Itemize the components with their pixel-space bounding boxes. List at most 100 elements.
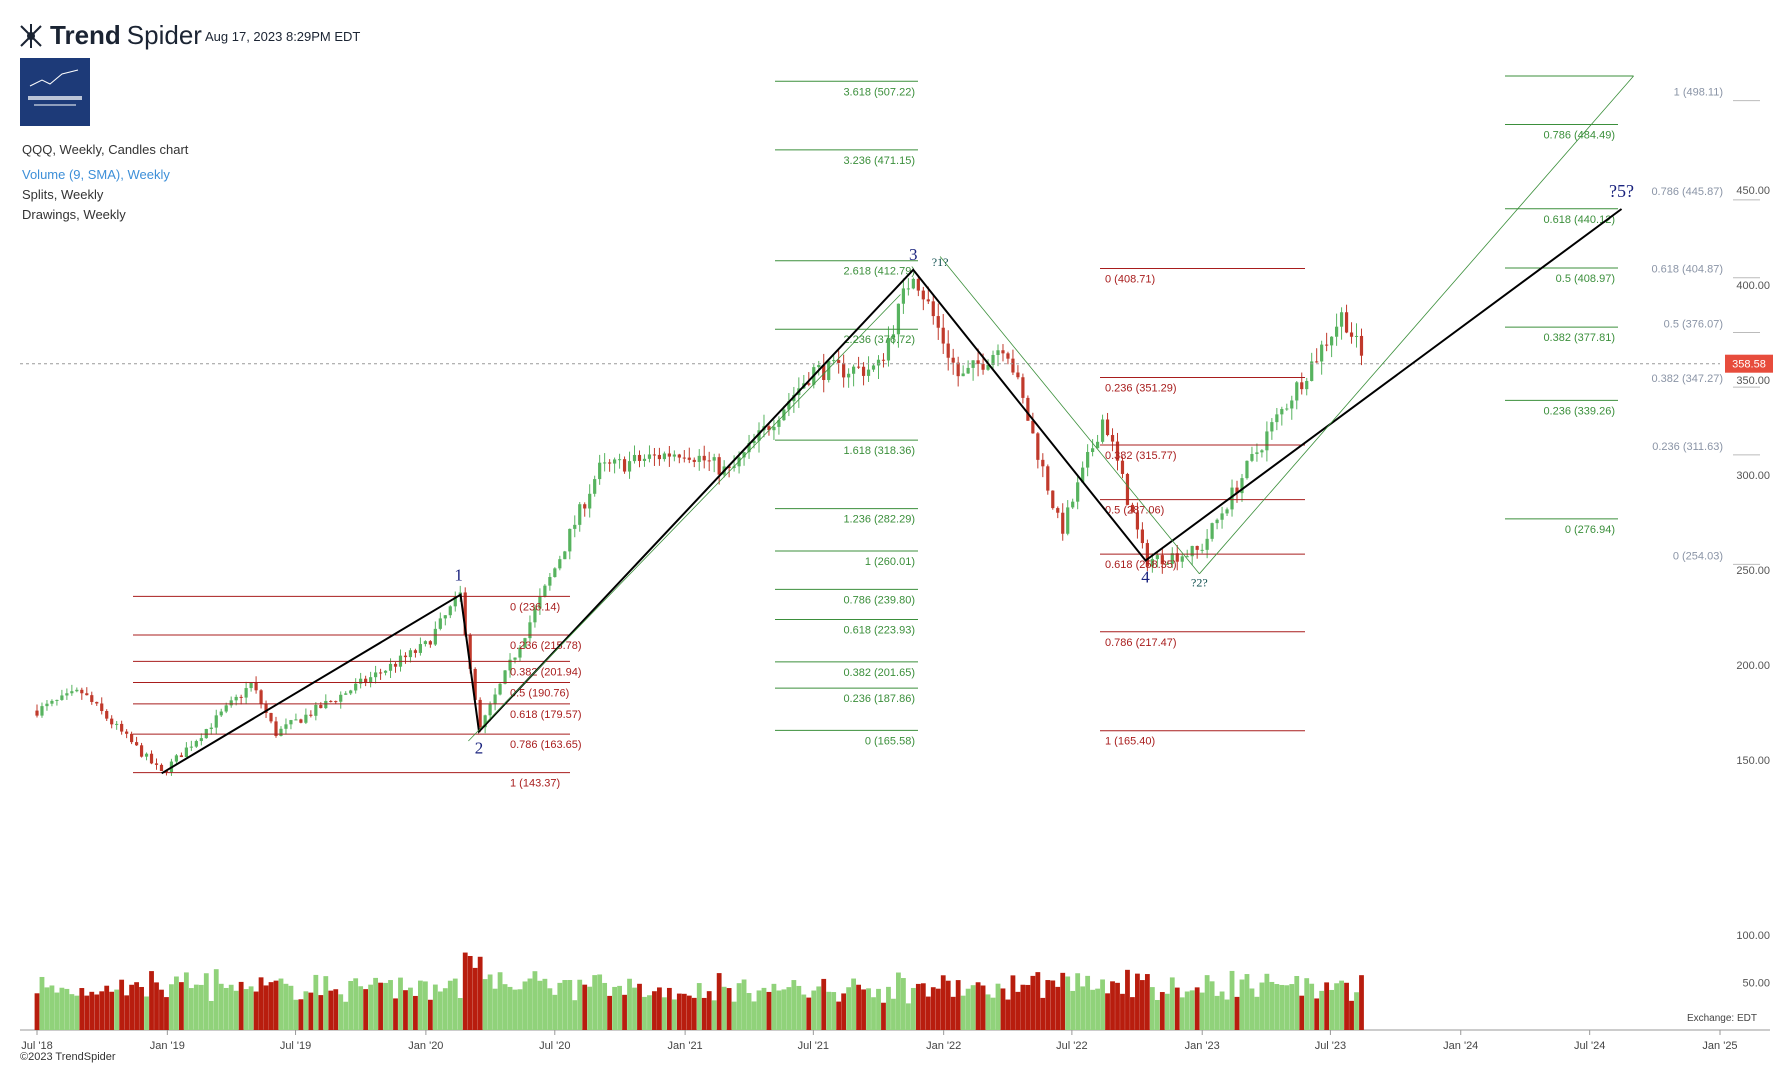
candle-body (130, 733, 134, 743)
candle-body (35, 710, 39, 716)
candle-body (727, 466, 731, 469)
fib-level-label: 3.236 (471.15) (843, 155, 915, 167)
volume-bar (652, 991, 657, 1030)
brand-light: Spider (126, 20, 202, 50)
candle-body (1095, 441, 1100, 449)
legend-volume[interactable]: Volume (9, SMA), Weekly (22, 167, 170, 182)
channel-line (939, 256, 1200, 575)
volume-bar (502, 984, 508, 1030)
candle-body (95, 701, 99, 704)
candle-body (588, 493, 592, 509)
candle-body (1006, 353, 1010, 359)
candle-body (40, 706, 44, 716)
candle-body (65, 693, 69, 696)
volume-bar (731, 1001, 737, 1030)
candle-body (214, 715, 218, 728)
fib-level-label: 0.618 (258.35) (1105, 559, 1177, 571)
volume-bar (328, 990, 334, 1030)
volume-bar (1010, 975, 1016, 1030)
candle-body (344, 693, 348, 695)
candle-body (1339, 312, 1344, 327)
volume-bar (452, 978, 458, 1030)
candle-body (1354, 335, 1359, 337)
fib-level-label: 0.382 (347.27) (1651, 373, 1723, 385)
volume-bar (144, 996, 149, 1030)
candle-body (767, 426, 771, 431)
volume-bar (1060, 972, 1066, 1030)
legend-drawings[interactable]: Drawings, Weekly (22, 207, 126, 222)
volume-bar (124, 995, 130, 1030)
candle-body (1091, 448, 1095, 452)
fib-level-label: 1.618 (318.36) (843, 445, 915, 457)
candle-body (508, 659, 512, 671)
volume-bar (1219, 991, 1225, 1030)
volume-bar (557, 982, 563, 1030)
candle-body (926, 299, 930, 302)
candle-body (234, 696, 238, 701)
volume-bar (1055, 986, 1061, 1030)
candle-body (1185, 556, 1189, 558)
legend-splits[interactable]: Splits, Weekly (22, 187, 104, 202)
volume-bar (1065, 976, 1071, 1030)
candle-body (603, 462, 607, 464)
fib-level-label: 0.236 (351.29) (1105, 383, 1177, 395)
candle-body (1021, 377, 1025, 398)
candle-body (1200, 549, 1204, 551)
candle-body (896, 303, 901, 335)
candle-body (1225, 509, 1229, 514)
candle-body (378, 672, 383, 674)
fib-level-label: 0.786 (445.87) (1651, 186, 1723, 198)
volume-bar (253, 991, 259, 1030)
candle-body (971, 360, 975, 368)
volume-bar (512, 989, 518, 1030)
candle-body (647, 454, 652, 459)
candle-body (1100, 419, 1105, 442)
volume-bar (1110, 981, 1115, 1030)
volume-bar (258, 977, 264, 1030)
volume-bar (353, 978, 359, 1030)
candle-body (886, 337, 891, 361)
candle-body (787, 401, 791, 410)
fib-level-label: 1 (143.37) (510, 778, 560, 790)
volume-bar (627, 978, 632, 1030)
candle-body (369, 677, 373, 683)
candle-body (1086, 451, 1090, 468)
legend-symbol[interactable]: QQQ, Weekly, Candles chart (22, 142, 189, 157)
volume-bar (368, 984, 374, 1030)
volume-bar (54, 992, 60, 1030)
candle-body (473, 668, 477, 700)
volume-bar (338, 994, 344, 1030)
elliott-wave-path (161, 208, 1623, 775)
brand-bold: Trend (50, 20, 121, 50)
volume-bar (223, 987, 229, 1030)
candle-body (329, 700, 333, 702)
x-tick-label: Jan '20 (408, 1040, 443, 1052)
candle-body (1041, 459, 1045, 467)
volume-bar (622, 994, 627, 1030)
candle-body (1334, 326, 1339, 337)
copyright: ©2023 TrendSpider (20, 1051, 116, 1063)
y-tick-label: 250.00 (1736, 565, 1770, 577)
volume-bar (129, 984, 135, 1030)
candle-body (110, 718, 114, 725)
volume-bar (666, 987, 672, 1030)
candle-body (642, 458, 647, 461)
candle-body (364, 678, 368, 683)
candle-body (966, 367, 970, 374)
candle-body (1001, 350, 1005, 354)
volume-bar (761, 987, 767, 1030)
x-tick-label: Jul '21 (798, 1040, 829, 1052)
volume-bar (945, 980, 951, 1030)
volume-bar (154, 982, 159, 1030)
volume-bar (1329, 989, 1335, 1030)
volume-bar (1154, 999, 1160, 1030)
fib-level-label: 0 (254.03) (1673, 550, 1723, 562)
candle-body (1011, 358, 1015, 373)
wave-label: 1 (454, 566, 463, 585)
volume-bar (1319, 990, 1325, 1030)
candle-body (1230, 487, 1234, 510)
fib-level-label: 0.236 (215.78) (510, 640, 582, 652)
volume-bar (1229, 970, 1235, 1030)
candle-body (657, 454, 662, 460)
